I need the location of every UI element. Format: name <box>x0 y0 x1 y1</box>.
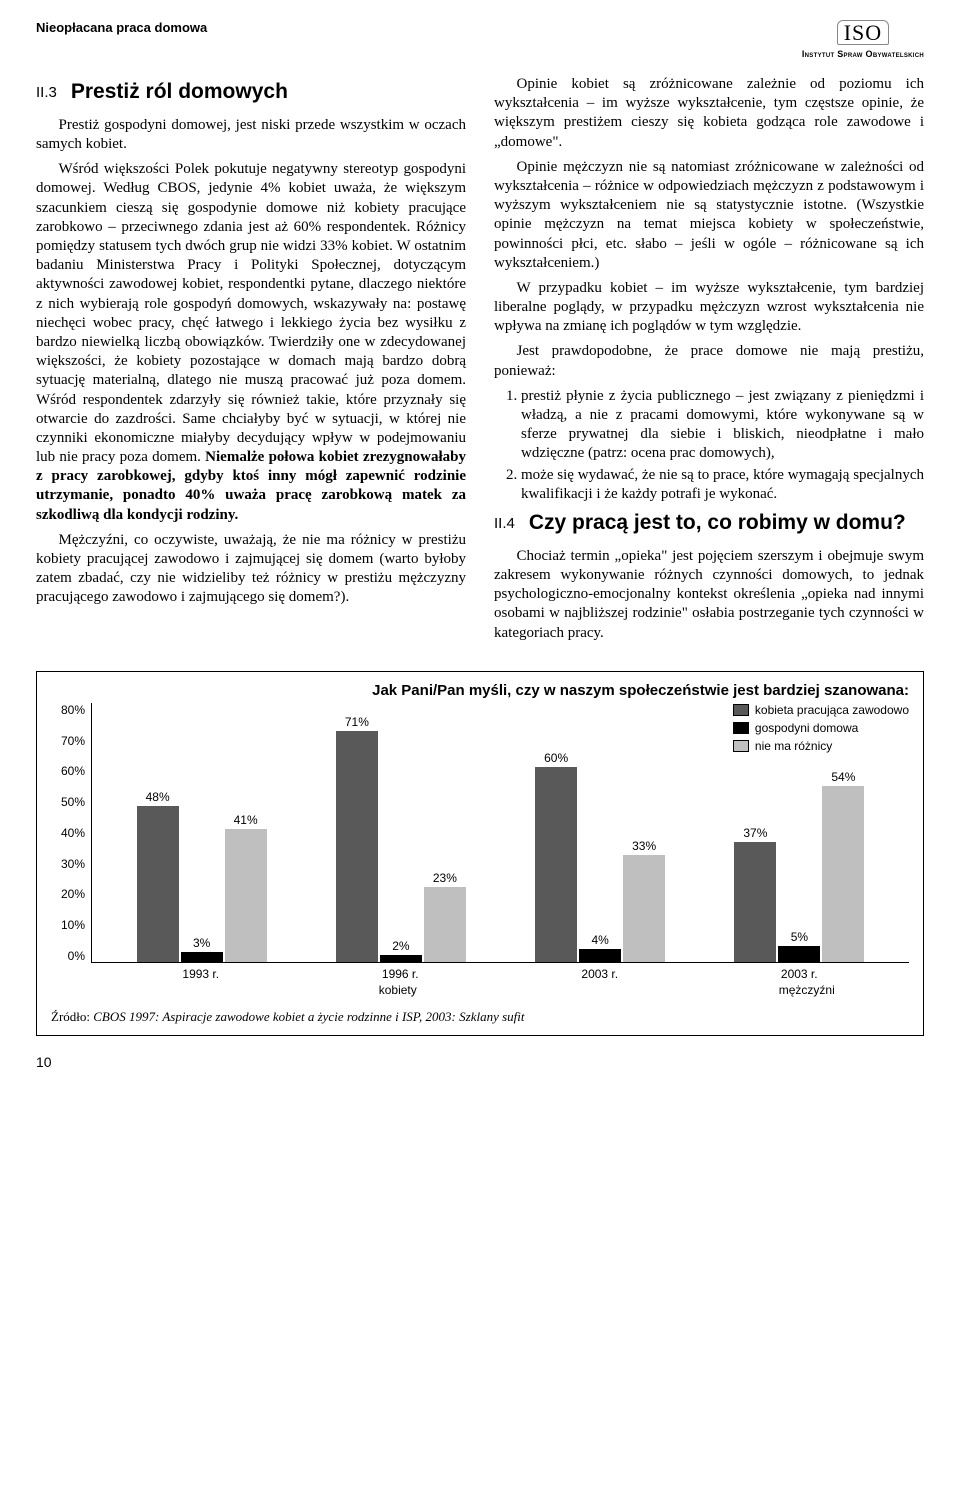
y-tick: 40% <box>51 826 85 840</box>
bar-value-label: 2% <box>380 939 422 953</box>
bar-value-label: 23% <box>424 871 466 885</box>
section-title-2: Czy pracą jest to, co robimy w domu? <box>529 510 906 537</box>
para-r4: Jest prawdopodobne, że prace domowe nie … <box>494 342 924 380</box>
bar-value-label: 33% <box>623 839 665 853</box>
para-l2-normal: Wśród większości Polek pokutuje negatywn… <box>36 161 466 465</box>
bar: 23% <box>424 887 466 962</box>
section-title: Prestiż ról domowych <box>71 79 288 106</box>
bar-group: 60%4%33% <box>535 767 665 962</box>
logo-iso-text: ISO <box>837 20 889 45</box>
publisher-logo: ISO Instytut Spraw Obywatelskich <box>802 20 924 61</box>
bar-value-label: 4% <box>579 933 621 947</box>
left-column: II.3 Prestiż ról domowych Prestiż gospod… <box>36 75 466 649</box>
bar-value-label: 5% <box>778 930 820 944</box>
bar: 48% <box>137 806 179 962</box>
y-tick: 0% <box>51 949 85 963</box>
para-l1: Prestiż gospodyni domowej, jest niski pr… <box>36 116 466 154</box>
bar: 54% <box>822 786 864 962</box>
y-tick: 30% <box>51 857 85 871</box>
enum-item-1: prestiż płynie z życia publicznego – jes… <box>521 387 924 464</box>
enum-list: prestiż płynie z życia publicznego – jes… <box>521 387 924 504</box>
chart-source: Źródło: CBOS 1997: Aspiracje zawodowe ko… <box>51 1009 909 1025</box>
chart-x-super-labels: kobiety mężczyźni <box>91 983 909 997</box>
x-tick-label: 2003 r. <box>733 967 865 981</box>
legend-swatch <box>733 704 749 716</box>
y-tick: 50% <box>51 795 85 809</box>
para-r3: W przypadku kobiet – im wyższe wykształc… <box>494 279 924 337</box>
y-tick: 20% <box>51 887 85 901</box>
running-head: Nieopłacana praca domowa <box>36 20 207 35</box>
bar-value-label: 71% <box>336 715 378 729</box>
bar: 3% <box>181 952 223 962</box>
chart-container: Jak Pani/Pan myśli, czy w naszym społecz… <box>36 671 924 1036</box>
legend-item: kobieta pracująca zawodowo <box>733 703 909 717</box>
super-label-kobiety: kobiety <box>91 983 705 997</box>
super-label-mezczyzni: mężczyźni <box>705 983 910 997</box>
para-r1: Opinie kobiet są zróżnicowane zależnie o… <box>494 75 924 152</box>
bar: 41% <box>225 829 267 962</box>
section-number: II.3 <box>36 79 57 106</box>
x-tick-label: 1993 r. <box>135 967 267 981</box>
chart-y-axis: 80% 70% 60% 50% 40% 30% 20% 10% 0% <box>51 703 91 963</box>
bar: 2% <box>380 955 422 962</box>
bar-value-label: 48% <box>137 790 179 804</box>
x-tick-label: 2003 r. <box>534 967 666 981</box>
chart-legend: kobieta pracująca zawodowo gospodyni domo… <box>733 703 909 757</box>
para-r5: Chociaż termin „opieka" jest pojęciem sz… <box>494 547 924 643</box>
legend-label: gospodyni domowa <box>755 721 858 735</box>
bar: 4% <box>579 949 621 962</box>
legend-swatch <box>733 740 749 752</box>
y-tick: 70% <box>51 734 85 748</box>
legend-label: kobieta pracująca zawodowo <box>755 703 909 717</box>
source-text: CBOS 1997: Aspiracje zawodowe kobiet a ż… <box>93 1009 524 1024</box>
bar: 5% <box>778 946 820 962</box>
x-tick-label: 1996 r. <box>334 967 466 981</box>
chart-plot-area: kobieta pracująca zawodowo gospodyni domo… <box>91 703 909 963</box>
bar-value-label: 41% <box>225 813 267 827</box>
page-number: 10 <box>36 1054 924 1070</box>
bar: 60% <box>535 767 577 962</box>
para-l3: Mężczyźni, co oczywiste, uważają, że nie… <box>36 531 466 608</box>
logo-subtitle: Instytut Spraw Obywatelskich <box>802 49 924 59</box>
body-columns: II.3 Prestiż ról domowych Prestiż gospod… <box>36 75 924 649</box>
para-r2: Opinie mężczyzn nie są natomiast zróżnic… <box>494 158 924 273</box>
chart-x-labels: 1993 r. 1996 r. 2003 r. 2003 r. <box>91 963 909 981</box>
chart-title: Jak Pani/Pan myśli, czy w naszym społecz… <box>51 682 909 699</box>
bar: 71% <box>336 731 378 962</box>
section-heading-ii3: II.3 Prestiż ról domowych <box>36 79 466 106</box>
bar-group: 37%5%54% <box>734 786 864 962</box>
legend-label: nie ma różnicy <box>755 739 832 753</box>
legend-item: nie ma różnicy <box>733 739 909 753</box>
section-number-2: II.4 <box>494 510 515 537</box>
page-header: Nieopłacana praca domowa ISO Instytut Sp… <box>36 20 924 61</box>
legend-swatch <box>733 722 749 734</box>
source-lead: Źródło: <box>51 1009 93 1024</box>
y-tick: 10% <box>51 918 85 932</box>
bar-value-label: 37% <box>734 826 776 840</box>
bar-value-label: 54% <box>822 770 864 784</box>
bar: 33% <box>623 855 665 962</box>
bar-group: 48%3%41% <box>137 806 267 962</box>
y-tick: 60% <box>51 764 85 778</box>
legend-item: gospodyni domowa <box>733 721 909 735</box>
para-l2: Wśród większości Polek pokutuje negatywn… <box>36 160 466 525</box>
right-column: Opinie kobiet są zróżnicowane zależnie o… <box>494 75 924 649</box>
chart-body: 80% 70% 60% 50% 40% 30% 20% 10% 0% kobieta pracu… <box>51 703 909 963</box>
bar: 37% <box>734 842 776 962</box>
enum-item-2: może się wydawać, że nie są to prace, kt… <box>521 466 924 504</box>
section-heading-ii4: II.4 Czy pracą jest to, co robimy w domu… <box>494 510 924 537</box>
bar-value-label: 3% <box>181 936 223 950</box>
y-tick: 80% <box>51 703 85 717</box>
bar-value-label: 60% <box>535 751 577 765</box>
bar-group: 71%2%23% <box>336 731 466 962</box>
